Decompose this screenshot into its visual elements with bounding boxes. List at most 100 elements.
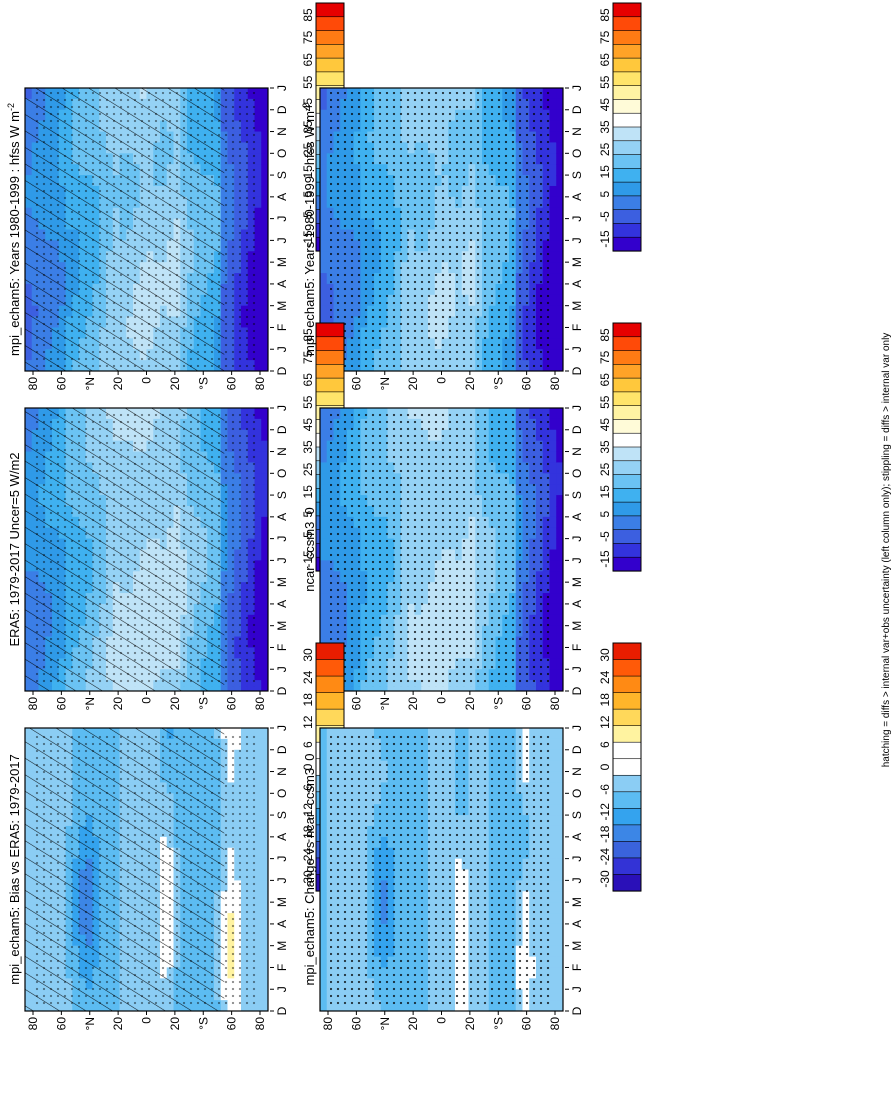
colorbar-swatch bbox=[612, 446, 642, 462]
colorbar-tick-label: 75 bbox=[598, 30, 612, 44]
heatmap-cell bbox=[261, 549, 268, 561]
heatmap-cell bbox=[261, 175, 268, 187]
heatmap-cell bbox=[261, 273, 268, 285]
heatmap-cell bbox=[254, 316, 262, 329]
heatmap-cell bbox=[320, 164, 328, 176]
heatmap-cell bbox=[320, 229, 328, 241]
heatmap-cell bbox=[261, 218, 268, 231]
heatmap-cell bbox=[254, 527, 262, 540]
heatmap-cell bbox=[549, 218, 557, 231]
heatmap-cell bbox=[556, 636, 563, 649]
colorbar-swatch bbox=[315, 57, 345, 73]
heatmap-cell bbox=[254, 1000, 262, 1011]
colorbar-frame bbox=[612, 2, 642, 252]
heatmap-cell bbox=[261, 538, 268, 551]
stippling-overlay bbox=[35, 92, 258, 367]
heatmap-cell bbox=[320, 175, 328, 187]
heatmap-cell bbox=[261, 560, 268, 572]
colorbar-swatch bbox=[612, 126, 642, 142]
lat-tick-label: °S bbox=[491, 697, 505, 710]
heatmap-cell bbox=[549, 88, 557, 100]
heatmap-cell bbox=[261, 669, 268, 681]
colorbar-swatch bbox=[612, 71, 642, 87]
month-tick-label: A bbox=[275, 513, 289, 521]
lat-tick-label: 80 bbox=[253, 377, 267, 391]
colorbar-tick-label: 55 bbox=[598, 395, 612, 409]
colorbar-tick-label: 15 bbox=[598, 485, 612, 499]
heatmap-cell bbox=[254, 142, 262, 154]
heatmap-cell bbox=[549, 571, 557, 583]
colorbar-swatch bbox=[612, 16, 642, 32]
heatmap-cell bbox=[254, 804, 262, 816]
lat-tick-label: 60 bbox=[54, 377, 68, 391]
heatmap-cell bbox=[549, 669, 557, 681]
heatmap-cell bbox=[549, 207, 557, 220]
lat-tick-label: °N bbox=[83, 697, 97, 710]
heatmap-cell bbox=[320, 440, 328, 453]
heatmap-cell bbox=[254, 109, 262, 122]
colorbar-tick-label: 55 bbox=[301, 395, 315, 409]
heatmap-cell bbox=[261, 196, 268, 209]
heatmap-cell bbox=[549, 131, 557, 144]
heatmap-cell bbox=[320, 316, 328, 329]
heatmap-cell bbox=[556, 582, 563, 594]
colorbar-tick-label: 65 bbox=[598, 53, 612, 67]
heatmap-cell bbox=[549, 560, 557, 572]
heatmap-cell bbox=[549, 593, 557, 605]
heatmap-cell bbox=[261, 451, 268, 464]
heatmap-cell bbox=[549, 229, 557, 241]
heatmap-cell bbox=[549, 603, 557, 616]
month-tick-label: S bbox=[275, 491, 289, 499]
heatmap-cell bbox=[556, 175, 563, 187]
heatmap-cell bbox=[254, 913, 262, 925]
heatmap-cell bbox=[556, 418, 563, 431]
heatmap-cell bbox=[549, 516, 557, 529]
month-tick-label: F bbox=[570, 644, 584, 651]
heatmap-cell bbox=[549, 418, 557, 431]
colorbar-tick-label: -5 bbox=[598, 531, 612, 542]
colorbar-swatch bbox=[612, 154, 642, 169]
heatmap-cell bbox=[556, 360, 563, 371]
heatmap-cell bbox=[320, 408, 328, 420]
heatmap-cell bbox=[556, 549, 563, 561]
heatmap-cell bbox=[261, 484, 268, 496]
month-tick-label: J bbox=[570, 557, 584, 563]
colorbar-tick-label: 35 bbox=[301, 120, 315, 134]
heatmap-cell bbox=[254, 196, 262, 209]
stippling-overlay bbox=[330, 412, 553, 687]
panel-title: mpi_echam5: Years 1980-1999 : hfss W m-2 bbox=[301, 103, 317, 356]
heatmap-cell bbox=[254, 262, 262, 274]
heatmap-cell bbox=[254, 956, 262, 969]
heatmap-cell bbox=[261, 516, 268, 529]
heatmap-cell bbox=[556, 294, 563, 307]
colorbar-swatch bbox=[612, 168, 642, 183]
heatmap-cell bbox=[254, 967, 262, 979]
colorbar-swatch bbox=[612, 391, 642, 407]
heatmap-cell bbox=[254, 175, 262, 187]
lat-tick-label: 60 bbox=[520, 697, 534, 711]
heatmap-cell bbox=[254, 207, 262, 220]
month-tick-label: S bbox=[275, 171, 289, 179]
colorbar-tick-label: 85 bbox=[598, 328, 612, 342]
heatmap-cell bbox=[261, 527, 268, 540]
month-tick-label: J bbox=[570, 666, 584, 672]
heatmap-cell bbox=[549, 164, 557, 176]
heatmap-cell bbox=[320, 636, 328, 649]
colorbar-tick-label: 15 bbox=[301, 485, 315, 499]
colorbar-swatch bbox=[612, 515, 642, 531]
heatmap-cell bbox=[549, 658, 557, 670]
colorbar-swatch bbox=[612, 460, 642, 476]
colorbar-swatch bbox=[612, 377, 642, 393]
heatmap-cell bbox=[261, 207, 268, 220]
heatmap-cell bbox=[254, 349, 262, 361]
colorbar-tick-label: 45 bbox=[598, 98, 612, 112]
month-tick-label: M bbox=[570, 621, 584, 631]
lat-tick-label: °N bbox=[83, 377, 97, 390]
heatmap-cell bbox=[261, 582, 268, 594]
heatmap-cell bbox=[254, 164, 262, 176]
month-tick-label: O bbox=[570, 469, 584, 478]
lat-tick-label: 60 bbox=[349, 377, 363, 391]
colorbar-tick-label: -5 bbox=[598, 211, 612, 222]
heatmap-cell bbox=[254, 560, 262, 572]
heatmap-cell bbox=[254, 771, 262, 784]
